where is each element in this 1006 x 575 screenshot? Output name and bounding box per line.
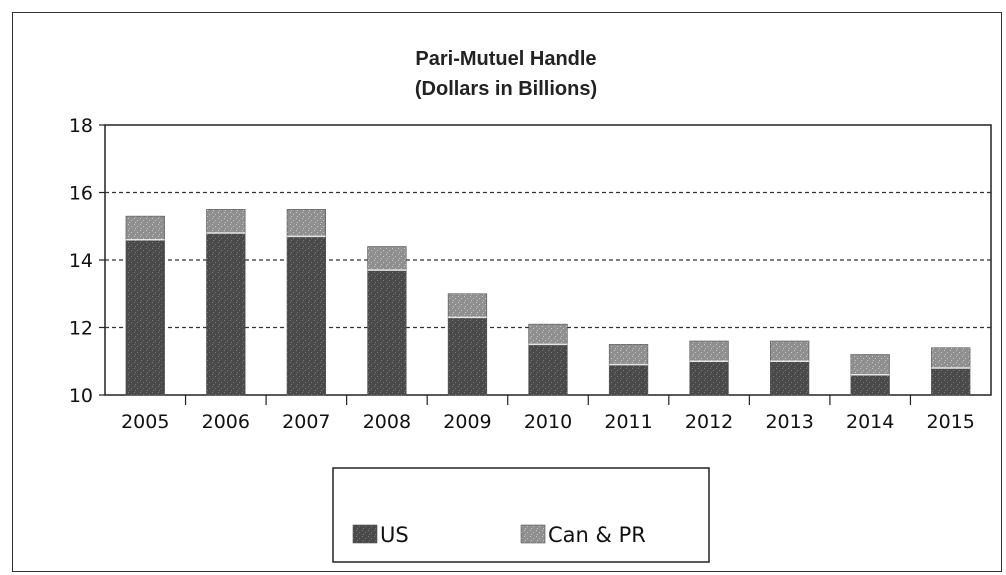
bar-us [931,367,971,396]
x-tick-label: 2012 [685,411,733,433]
bar-can-pr [770,340,810,362]
bar-can-pr [850,354,890,376]
x-tick-label: 2008 [363,411,411,433]
legend-swatch-can-pr [520,524,546,544]
chart-title: Pari-Mutuel Handle [415,48,596,70]
chart-subtitle: (Dollars in Billions) [415,78,597,100]
bar-us [286,236,326,396]
bar-us [447,317,488,396]
bar-us [528,344,568,396]
x-tick-label: 2011 [604,411,652,433]
bar-can-pr [931,347,971,369]
bar-us [608,364,649,396]
y-tick-label: 16 [69,183,93,205]
x-tick-label: 2005 [121,411,169,433]
legend-label-can-pr: Can & PR [548,523,646,547]
bar-can-pr [528,323,568,345]
plot-area: 10 12 14 16 18 2005 2006 2007 2008 2009 2010 2011 20… [69,115,992,433]
bar-us [689,360,729,396]
chart-frame: Pari-Mutuel Handle (Dollars in Billions)… [12,12,1002,572]
bar-can-pr [689,340,729,362]
bar-can-pr [608,344,649,365]
x-tick-label: 2006 [202,411,250,433]
x-tick-label: 2014 [846,411,894,433]
x-tick-label: 2015 [927,411,975,433]
x-tick-label: 2010 [524,411,572,433]
bar-can-pr [447,293,488,318]
y-tick-label: 14 [69,250,93,272]
chart-svg: Pari-Mutuel Handle (Dollars in Billions)… [69,48,992,563]
y-tick-label: 10 [69,385,93,407]
bar-us [367,269,407,396]
bar-us [850,374,890,396]
y-tick-label: 12 [69,318,93,340]
bar-can-pr [206,209,246,234]
legend-label-us: US [380,523,409,547]
bar-us [125,239,165,396]
bar-can-pr [125,215,165,241]
x-tick-label: 2009 [443,411,491,433]
y-tick-label: 18 [69,115,93,137]
bar-can-pr [367,246,407,271]
legend-box [332,467,710,563]
bar-us [770,360,810,396]
legend: US Can & PR [332,467,710,563]
x-tick-label: 2007 [282,411,330,433]
bar-us [206,232,246,396]
x-tick-label: 2013 [765,411,813,433]
bar-can-pr [286,209,326,237]
legend-swatch-us [352,524,378,544]
